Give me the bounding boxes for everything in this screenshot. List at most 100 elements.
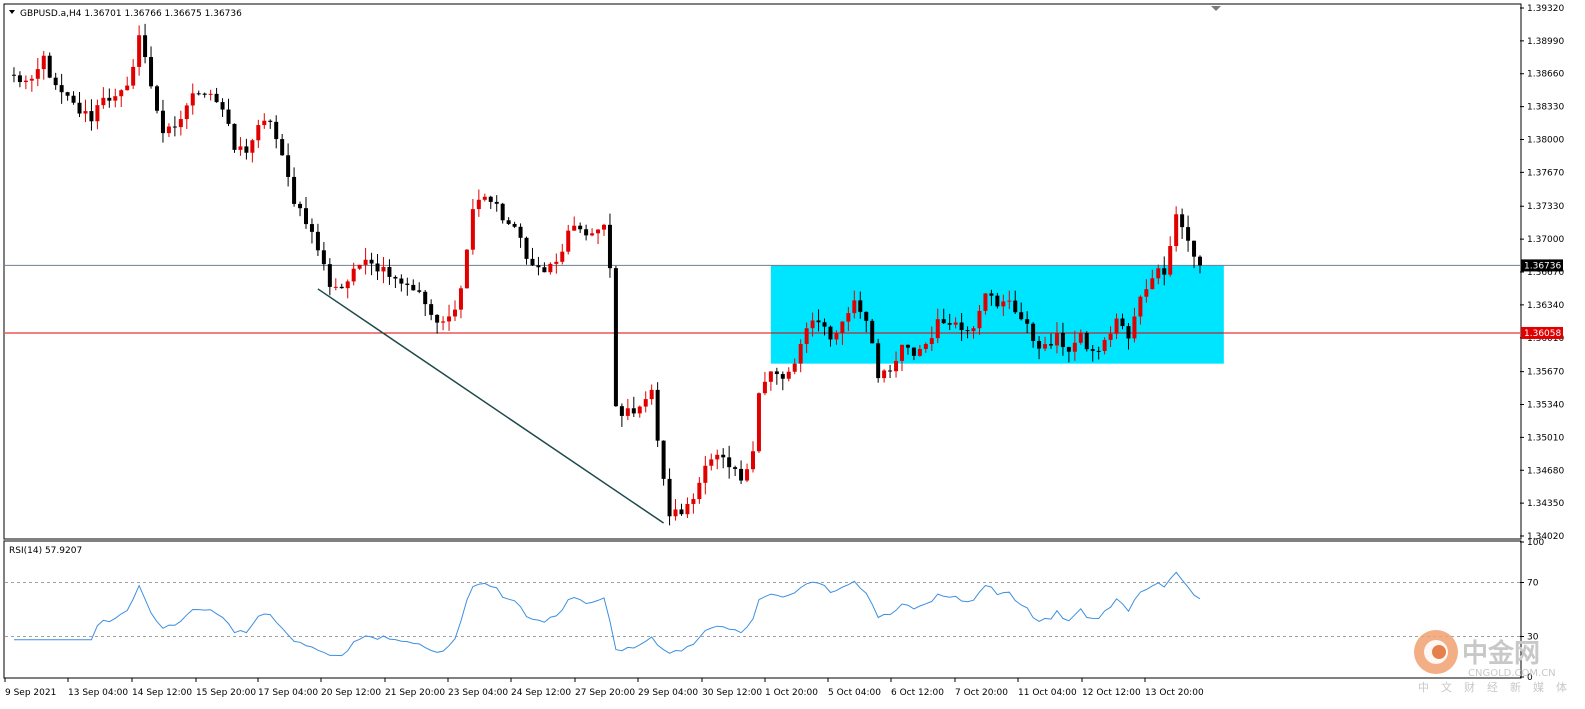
candle [774, 367, 779, 385]
candle [1084, 331, 1089, 352]
candle [625, 398, 630, 421]
candle [262, 113, 267, 129]
candle [667, 468, 672, 526]
candle [506, 217, 511, 226]
candle [309, 218, 314, 244]
candle [518, 223, 523, 248]
time-tick-label: 11 Oct 04:00 [1018, 688, 1077, 698]
candle [1049, 333, 1053, 349]
candle [971, 326, 976, 339]
candle [125, 76, 130, 91]
level-price-tag: 1.36058 [1521, 326, 1563, 339]
candle [846, 306, 851, 332]
symbol-info: GBPUSD.a,H4 1.36701 1.36766 1.36675 1.36… [20, 9, 242, 19]
candle [959, 313, 964, 341]
candle [387, 259, 392, 285]
price-tick-label: 1.36670 [1527, 268, 1564, 278]
candle [780, 371, 785, 391]
candle [160, 99, 165, 143]
candle [631, 396, 636, 418]
candle [190, 83, 195, 115]
candle [619, 403, 624, 427]
candle [613, 265, 618, 407]
time-tick-label: 24 Sep 12:00 [511, 688, 571, 698]
candle [250, 138, 255, 163]
price-tick-label: 1.36340 [1527, 301, 1564, 311]
price-axis: 1.39320 1.38990 1.38660 1.38330 1.38000 1.376… [1520, 4, 1564, 542]
candle [1144, 279, 1149, 303]
candle [53, 72, 58, 90]
candle [685, 497, 690, 518]
candle [643, 391, 648, 413]
candle [178, 110, 183, 136]
collapse-triangle-icon[interactable] [9, 10, 15, 14]
candle [208, 89, 213, 101]
rsi-indicator: 100 70 30 0 [5, 538, 1544, 683]
candle [244, 138, 249, 160]
candle [703, 455, 708, 495]
candle [292, 167, 297, 207]
time-tick-label: 5 Oct 04:00 [828, 688, 881, 698]
candle [494, 195, 499, 212]
candle [542, 262, 547, 273]
candle [315, 223, 320, 256]
candle [71, 91, 76, 105]
candle [333, 278, 338, 291]
candle [1096, 346, 1101, 360]
candle [89, 99, 94, 131]
candle [1013, 290, 1018, 314]
candle [709, 453, 714, 471]
candle [894, 351, 899, 378]
time-tick-label: 20 Sep 12:00 [321, 688, 381, 698]
time-tick-label: 12 Oct 12:00 [1082, 688, 1141, 698]
candle [989, 289, 994, 306]
rsi-tick-label: 0 [1527, 673, 1533, 683]
candle [453, 300, 457, 321]
candle [149, 46, 154, 89]
candle [816, 309, 821, 332]
candle [977, 304, 982, 335]
candle [357, 264, 362, 270]
candle [1168, 236, 1173, 277]
candle [1037, 336, 1042, 360]
candle [673, 499, 678, 521]
candle [584, 224, 589, 241]
candle [256, 119, 261, 148]
candle [697, 477, 702, 504]
candle [345, 279, 350, 299]
candle [751, 441, 755, 473]
candle [756, 392, 761, 453]
watermark: 中金网 CNGOLD.COM.CN 中文财经新媒体 [1414, 630, 1567, 694]
candle [238, 137, 243, 156]
candle [828, 325, 833, 347]
candle [1001, 294, 1006, 316]
candle [1174, 206, 1179, 252]
candle [65, 91, 70, 101]
candle [810, 312, 815, 337]
candle [268, 119, 273, 129]
candle [500, 202, 505, 224]
time-tick-label: 23 Sep 04:00 [448, 688, 508, 698]
candle [1043, 336, 1048, 352]
candle [1078, 329, 1083, 345]
candle [1025, 311, 1030, 334]
candle [1019, 302, 1024, 321]
candle [911, 347, 916, 361]
time-tick-label: 13 Sep 04:00 [68, 688, 128, 698]
candle [23, 75, 28, 90]
candle [1198, 255, 1202, 274]
candle [786, 367, 791, 382]
rsi-tick-label: 30 [1527, 633, 1539, 643]
candle [607, 213, 612, 278]
candle [119, 89, 124, 108]
candle [35, 57, 40, 87]
shift-marker-icon[interactable] [1211, 6, 1221, 11]
candle [602, 223, 606, 236]
candle [131, 59, 136, 90]
candle [1066, 346, 1071, 363]
time-tick-label: 30 Sep 12:00 [702, 688, 762, 698]
candle [1060, 322, 1065, 356]
candle [733, 465, 738, 477]
trendline[interactable] [317, 288, 665, 524]
